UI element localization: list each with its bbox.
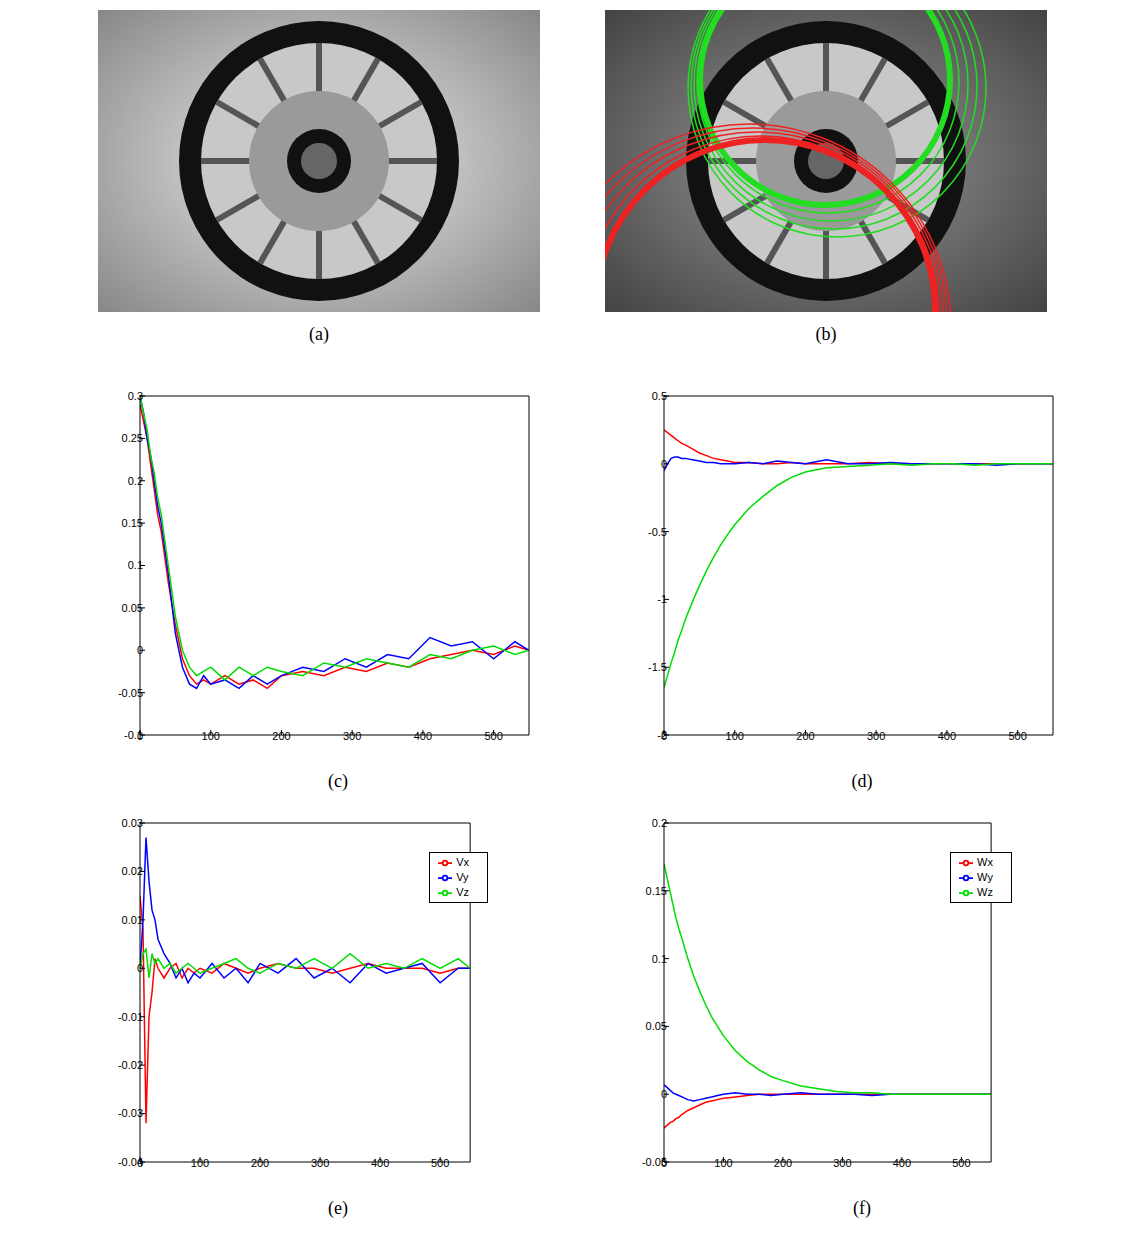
svg-text:300: 300 (833, 1157, 851, 1169)
svg-text:-0.1: -0.1 (124, 729, 143, 741)
svg-text:400: 400 (893, 1157, 911, 1169)
svg-text:500: 500 (1008, 730, 1026, 742)
svg-text:100: 100 (726, 730, 744, 742)
svg-text:0.03: 0.03 (122, 817, 143, 829)
svg-text:500: 500 (484, 730, 502, 742)
svg-text:-0.02: -0.02 (118, 1059, 143, 1071)
svg-text:200: 200 (251, 1157, 269, 1169)
svg-text:-0.04: -0.04 (118, 1156, 143, 1168)
html-text:Vy: Vy (456, 871, 469, 884)
svg-text:0.3: 0.3 (128, 390, 143, 402)
svg-text:0.2: 0.2 (128, 475, 143, 487)
svg-text:0.02: 0.02 (122, 865, 143, 877)
svg-text:0.01: 0.01 (122, 914, 143, 926)
svg-text:0: 0 (137, 962, 143, 974)
svg-text:400: 400 (938, 730, 956, 742)
html-text:Wy: Wy (977, 871, 993, 884)
svg-text:500: 500 (431, 1157, 449, 1169)
svg-text:0.1: 0.1 (128, 559, 143, 571)
html-text:(e): (e) (328, 1198, 348, 1218)
svg-text:0: 0 (661, 458, 667, 470)
html-text:(f): (f) (853, 1198, 871, 1218)
html-text:Vz: Vz (456, 886, 469, 899)
svg-text:300: 300 (311, 1157, 329, 1169)
svg-text:400: 400 (371, 1157, 389, 1169)
svg-text:100: 100 (191, 1157, 209, 1169)
svg-text:100: 100 (714, 1157, 732, 1169)
svg-text:400: 400 (414, 730, 432, 742)
svg-text:-0.03: -0.03 (118, 1107, 143, 1119)
svg-text:200: 200 (272, 730, 290, 742)
svg-text:-1.5: -1.5 (648, 661, 667, 673)
svg-text:-0.01: -0.01 (118, 1011, 143, 1023)
svg-text:-0.05: -0.05 (118, 687, 143, 699)
svg-text:0.15: 0.15 (122, 517, 143, 529)
svg-text:300: 300 (867, 730, 885, 742)
html-text:(d): (d) (851, 771, 873, 791)
svg-text:0.25: 0.25 (122, 432, 143, 444)
svg-text:0.15: 0.15 (646, 885, 667, 897)
html-text:Wx: Wx (977, 856, 993, 868)
svg-text:-0.05: -0.05 (642, 1156, 667, 1168)
html-text:(b): (b) (815, 324, 837, 344)
svg-text:0.05: 0.05 (122, 602, 143, 614)
svg-text:500: 500 (952, 1157, 970, 1169)
svg-text:0.2: 0.2 (652, 817, 667, 829)
svg-text:0: 0 (137, 644, 143, 656)
html-text:(a): (a) (309, 324, 329, 344)
svg-text:0.1: 0.1 (652, 953, 667, 965)
svg-text:0.05: 0.05 (646, 1020, 667, 1032)
svg-text:100: 100 (202, 730, 220, 742)
html-text:(c): (c) (328, 771, 348, 791)
svg-text:300: 300 (343, 730, 361, 742)
svg-text:-2: -2 (657, 729, 667, 741)
svg-text:200: 200 (774, 1157, 792, 1169)
svg-text:-1: -1 (657, 593, 667, 605)
svg-text:-0.5: -0.5 (648, 526, 667, 538)
html-text:Wz: Wz (977, 886, 993, 899)
html-text:Vx: Vx (456, 856, 469, 868)
svg-text:0.5: 0.5 (652, 390, 667, 402)
svg-text:200: 200 (796, 730, 814, 742)
svg-text:0: 0 (661, 1088, 667, 1100)
